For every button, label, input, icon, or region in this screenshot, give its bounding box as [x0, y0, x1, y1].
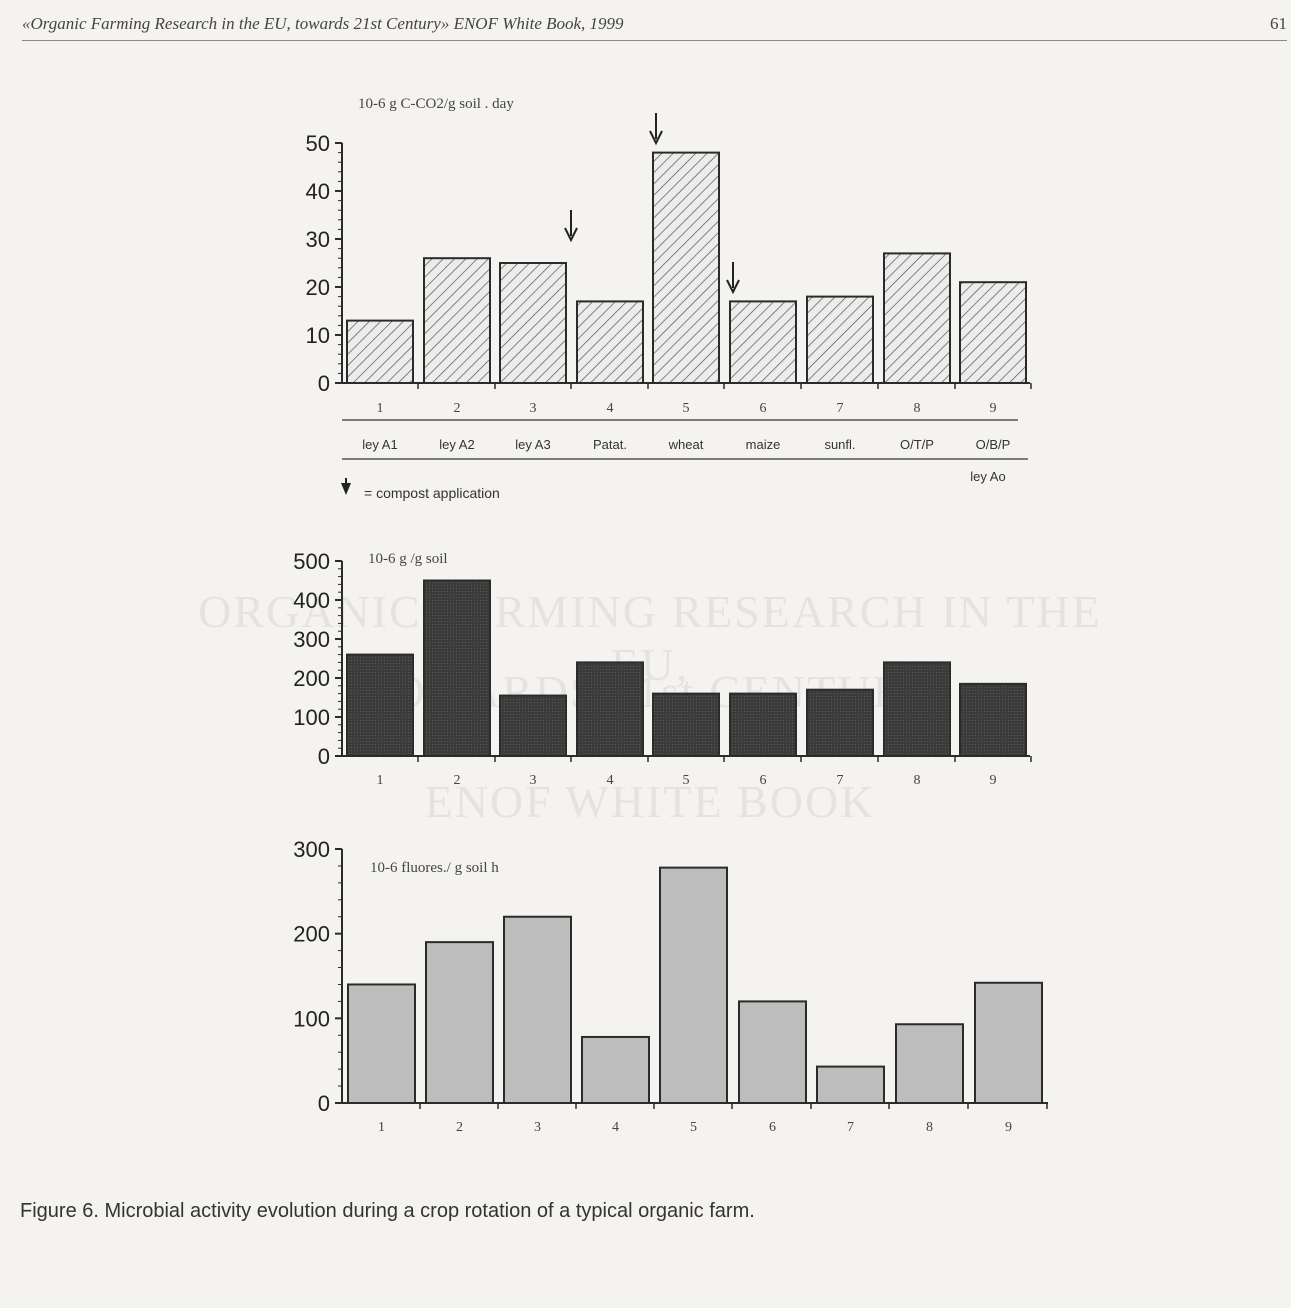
y-tick-label: 200: [293, 666, 330, 691]
crop-name-label: ley A1: [362, 437, 397, 452]
bar-7: [806, 295, 874, 385]
y-tick-label: 40: [306, 179, 330, 204]
bar-8: [895, 1023, 964, 1105]
x-tick-label: 1: [377, 401, 384, 416]
bar-2: [425, 941, 494, 1105]
bar-4: [576, 300, 644, 384]
crop-name-label: sunfl.: [824, 437, 855, 452]
watermark-line-1: ORGANIC FARMING RESEARCH IN THE EU,: [198, 586, 1102, 690]
x-tick-label: 3: [530, 773, 537, 788]
y-tick-label: 10: [306, 323, 330, 348]
y-tick-label: 100: [293, 705, 330, 730]
bar-2: [423, 257, 491, 385]
bar-9: [959, 682, 1027, 757]
y-tick-label: 300: [293, 627, 330, 652]
y-tick-label: 0: [318, 744, 330, 769]
page-number: 61: [1270, 14, 1287, 33]
bar-5: [652, 151, 720, 384]
y-tick-label: 200: [293, 922, 330, 947]
y-tick-label: 300: [293, 837, 330, 862]
y-tick-label: 100: [293, 1006, 330, 1031]
compost-arrow-head: [649, 130, 663, 146]
bar-7: [816, 1065, 885, 1105]
x-tick-label: 2: [454, 401, 461, 416]
y-unit-label: 10-6 g /g soil: [368, 551, 448, 567]
compost-arrow-head: [726, 279, 740, 295]
x-tick-label: 4: [607, 773, 614, 788]
x-tick-label: 7: [837, 773, 844, 788]
y-tick-label: 500: [293, 549, 330, 574]
bar-7: [806, 688, 874, 758]
x-tick-label: 9: [990, 401, 997, 416]
bar-5: [659, 866, 728, 1104]
x-tick-label: 6: [760, 401, 767, 416]
x-tick-label: 8: [914, 773, 921, 788]
x-tick-label: 7: [837, 401, 844, 416]
bar-9: [974, 981, 1043, 1104]
bar-2: [423, 579, 491, 757]
bar-8: [883, 252, 951, 384]
bar-9: [959, 281, 1027, 385]
x-tick-label: 2: [456, 1120, 463, 1135]
x-tick-label: 5: [683, 773, 690, 788]
bar-6: [729, 692, 797, 757]
bar-6: [729, 300, 797, 384]
y-tick-label: 0: [318, 1091, 330, 1116]
x-tick-label: 8: [914, 401, 921, 416]
bar-6: [738, 1000, 807, 1105]
x-tick-label: 7: [847, 1120, 854, 1135]
compost-arrow-head: [564, 227, 578, 243]
bar-1: [346, 319, 414, 385]
x-tick-label: 8: [926, 1120, 933, 1135]
x-tick-label: 4: [607, 401, 614, 416]
bar-1: [346, 653, 414, 757]
y-unit-label: 10-6 g C-CO2/g soil . day: [358, 96, 514, 112]
x-tick-label: 3: [530, 401, 537, 416]
x-tick-label: 9: [990, 773, 997, 788]
bar-3: [499, 694, 567, 757]
x-tick-label: 4: [612, 1120, 619, 1135]
running-header: «Organic Farming Research in the EU, tow…: [22, 10, 1287, 41]
compost-arrow-legend-icon: [341, 483, 351, 495]
crop-name-label: O/T/P: [900, 437, 934, 452]
y-tick-label: 400: [293, 588, 330, 613]
y-tick-label: 0: [318, 371, 330, 396]
bar-3: [499, 262, 567, 384]
watermark-line-3: ENOF WHITE BOOK: [424, 776, 876, 827]
bar-3: [503, 915, 572, 1104]
y-unit-label: 10-6 fluores./ g soil h: [370, 860, 499, 876]
crop-name-label: maize: [746, 437, 781, 452]
crop-name-label: wheat: [668, 437, 704, 452]
x-tick-label: 6: [769, 1120, 776, 1135]
crop-name-extra-label: ley Ao: [970, 469, 1005, 484]
x-tick-label: 9: [1005, 1120, 1012, 1135]
x-tick-label: 5: [683, 401, 690, 416]
figure-caption: Figure 6. Microbial activity evolution d…: [20, 1200, 755, 1222]
bar-5: [652, 692, 720, 757]
running-header-title: «Organic Farming Research in the EU, tow…: [22, 14, 624, 33]
compost-legend-label: = compost application: [364, 485, 500, 501]
x-tick-label: 1: [378, 1120, 385, 1135]
y-tick-label: 30: [306, 227, 330, 252]
bar-1: [347, 983, 416, 1105]
x-tick-label: 2: [454, 773, 461, 788]
crop-name-label: ley A2: [439, 437, 474, 452]
crop-name-label: O/B/P: [976, 437, 1011, 452]
crop-name-label: ley A3: [515, 437, 550, 452]
x-tick-label: 6: [760, 773, 767, 788]
crop-name-label: Patat.: [593, 437, 627, 452]
y-tick-label: 20: [306, 275, 330, 300]
x-tick-label: 5: [690, 1120, 697, 1135]
x-tick-label: 1: [377, 773, 384, 788]
bar-8: [883, 661, 951, 758]
y-tick-label: 50: [306, 131, 330, 156]
bar-4: [581, 1035, 650, 1104]
bar-4: [576, 661, 644, 758]
x-tick-label: 3: [534, 1120, 541, 1135]
